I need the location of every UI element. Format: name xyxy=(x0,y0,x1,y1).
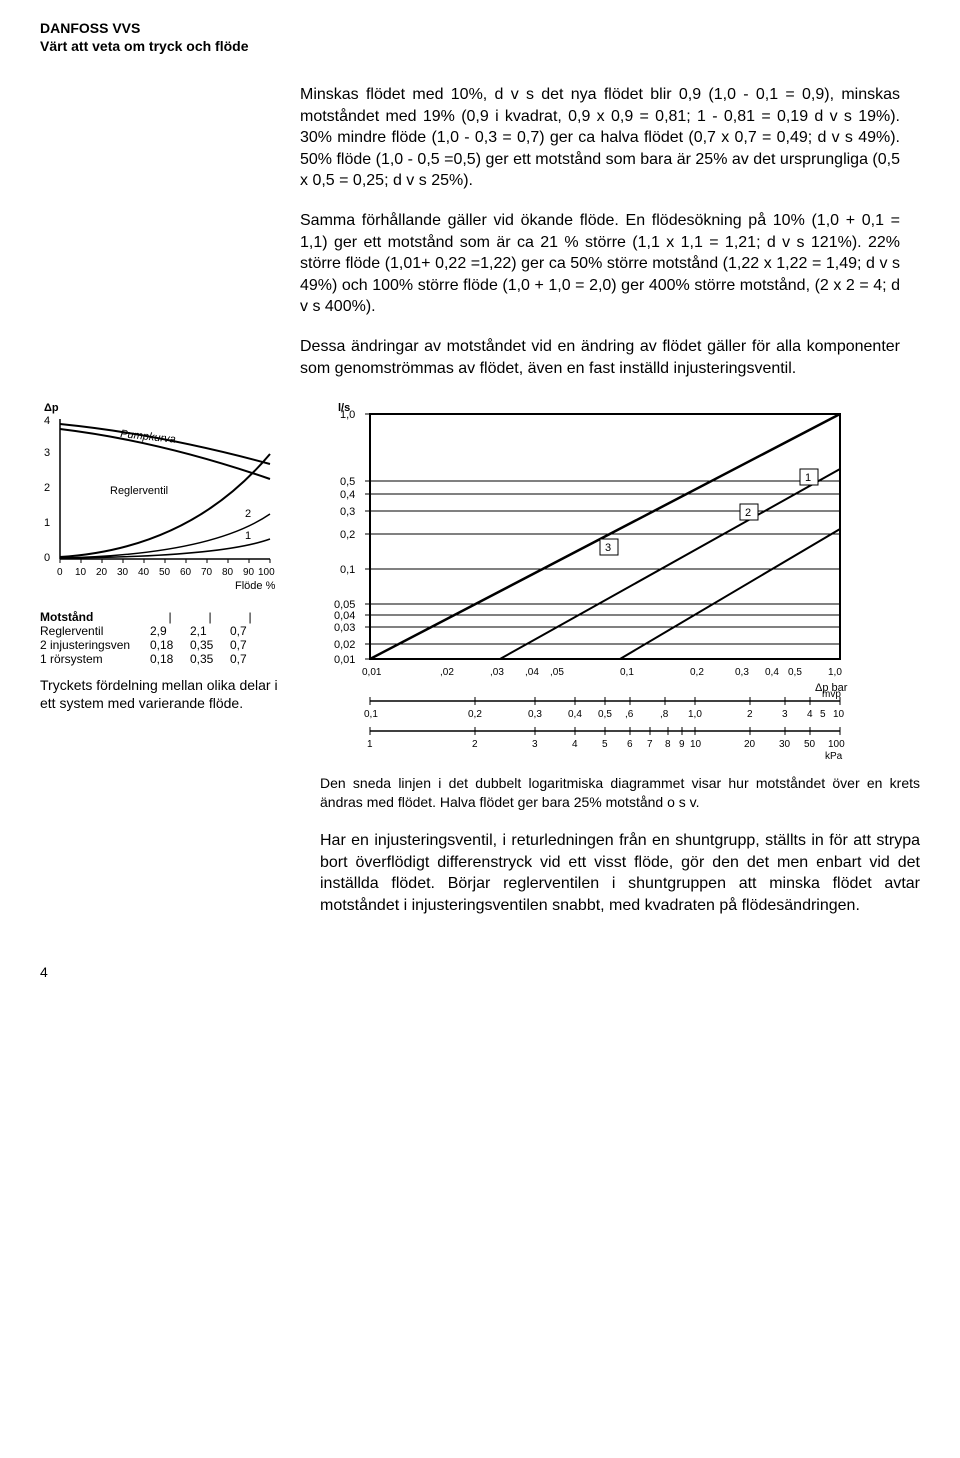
svg-text:80: 80 xyxy=(222,567,234,578)
svg-text:0,4: 0,4 xyxy=(568,709,582,720)
svg-text:70: 70 xyxy=(201,567,213,578)
svg-text:0,5: 0,5 xyxy=(340,476,355,488)
svg-text:0: 0 xyxy=(57,567,63,578)
svg-text:20: 20 xyxy=(744,739,756,750)
svg-text:Reglerventil: Reglerventil xyxy=(110,485,168,497)
svg-text:1,0: 1,0 xyxy=(340,409,355,421)
svg-text:0,5: 0,5 xyxy=(598,709,612,720)
svg-text:1: 1 xyxy=(367,739,373,750)
left-chart-block: Δp 4 3 2 1 0 0 10 20 30 xyxy=(40,399,290,712)
table-row: Reglerventil2,92,10,7 xyxy=(40,624,290,638)
svg-text:10: 10 xyxy=(833,709,845,720)
svg-text:0,02: 0,02 xyxy=(334,639,355,651)
svg-text:3: 3 xyxy=(44,447,50,459)
svg-text:0,3: 0,3 xyxy=(528,709,542,720)
svg-text:0,4: 0,4 xyxy=(340,489,355,501)
svg-text:30: 30 xyxy=(117,567,129,578)
left-chart-svg: Δp 4 3 2 1 0 0 10 20 30 xyxy=(40,399,290,599)
svg-text:4: 4 xyxy=(44,415,50,427)
svg-text:7: 7 xyxy=(647,739,653,750)
svg-text:100: 100 xyxy=(258,567,275,578)
svg-text:8: 8 xyxy=(665,739,671,750)
svg-text:0,01: 0,01 xyxy=(334,654,355,666)
svg-text:,05: ,05 xyxy=(550,667,564,678)
svg-text:3: 3 xyxy=(532,739,538,750)
svg-text:1: 1 xyxy=(44,517,50,529)
left-y-label: Δp xyxy=(44,402,59,414)
diag-line-3 xyxy=(370,414,840,659)
svg-text:2: 2 xyxy=(747,709,753,720)
left-caption: Tryckets fördelning mellan olika delar i… xyxy=(40,676,290,712)
table-row: 2 injusteringsven0,180,350,7 xyxy=(40,638,290,652)
paragraph-4: Den sneda linjen i det dubbelt logaritmi… xyxy=(320,774,920,812)
paragraph-1: Minskas flödet med 10%, d v s det nya fl… xyxy=(300,84,900,192)
svg-text:5: 5 xyxy=(602,739,608,750)
svg-text:0: 0 xyxy=(44,552,50,564)
svg-text:40: 40 xyxy=(138,567,150,578)
svg-text:3: 3 xyxy=(605,542,611,554)
svg-text:0,1: 0,1 xyxy=(364,709,378,720)
svg-text:30: 30 xyxy=(779,739,791,750)
svg-text:0,3: 0,3 xyxy=(340,506,355,518)
svg-text:2: 2 xyxy=(44,482,50,494)
svg-text:90: 90 xyxy=(243,567,255,578)
svg-text:4: 4 xyxy=(572,739,578,750)
svg-text:5: 5 xyxy=(820,709,826,720)
svg-text:0,1: 0,1 xyxy=(620,667,634,678)
doc-header-subtitle: Värt att veta om tryck och flöde xyxy=(40,38,920,54)
svg-text:0,3: 0,3 xyxy=(735,667,749,678)
svg-text:3: 3 xyxy=(782,709,788,720)
right-chart-block: l/s 1 xyxy=(320,399,920,934)
diag-line-1 xyxy=(620,529,840,659)
svg-text:10: 10 xyxy=(75,567,87,578)
page-number: 4 xyxy=(40,964,920,980)
svg-text:1: 1 xyxy=(245,530,251,542)
svg-text:10: 10 xyxy=(690,739,702,750)
svg-text:6: 6 xyxy=(627,739,633,750)
svg-text:0,2: 0,2 xyxy=(690,667,704,678)
svg-text:50: 50 xyxy=(159,567,171,578)
svg-text:1,0: 1,0 xyxy=(828,667,842,678)
svg-text:0,2: 0,2 xyxy=(468,709,482,720)
right-chart-svg: l/s 1 xyxy=(320,399,880,759)
resistance-table: Motstånd | | | Reglerventil2,92,10,7 2 i… xyxy=(40,610,290,666)
svg-text:mvp: mvp xyxy=(822,689,841,700)
paragraph-5: Har en injusteringsventil, i returlednin… xyxy=(320,830,920,916)
svg-text:50: 50 xyxy=(804,739,816,750)
figure-row: Δp 4 3 2 1 0 0 10 20 30 xyxy=(40,399,920,934)
doc-header-title: DANFOSS VVS xyxy=(40,20,920,36)
svg-text:0,04: 0,04 xyxy=(334,610,355,622)
svg-text:2: 2 xyxy=(745,507,751,519)
svg-text:,6: ,6 xyxy=(625,709,634,720)
svg-text:2: 2 xyxy=(245,508,251,520)
svg-text:60: 60 xyxy=(180,567,192,578)
svg-text:,04: ,04 xyxy=(525,667,539,678)
svg-text:1,0: 1,0 xyxy=(688,709,702,720)
svg-text:0,2: 0,2 xyxy=(340,529,355,541)
svg-text:100: 100 xyxy=(828,739,845,750)
svg-text:1: 1 xyxy=(805,472,811,484)
paragraph-2: Samma förhållande gäller vid ökande flöd… xyxy=(300,210,900,318)
svg-text:0,4: 0,4 xyxy=(765,667,779,678)
svg-text:20: 20 xyxy=(96,567,108,578)
svg-text:kPa: kPa xyxy=(825,751,843,759)
svg-text:2: 2 xyxy=(472,739,478,750)
table-row: 1 rörsystem0,180,350,7 xyxy=(40,652,290,666)
svg-text:4: 4 xyxy=(807,709,813,720)
main-text: Minskas flödet med 10%, d v s det nya fl… xyxy=(300,84,900,379)
svg-text:9: 9 xyxy=(679,739,685,750)
svg-text:0,01: 0,01 xyxy=(362,667,382,678)
svg-text:,03: ,03 xyxy=(490,667,504,678)
svg-text:0,1: 0,1 xyxy=(340,564,355,576)
paragraph-3: Dessa ändringar av motståndet vid en änd… xyxy=(300,336,900,379)
svg-text:Flöde %: Flöde % xyxy=(235,580,276,592)
svg-text:,8: ,8 xyxy=(660,709,669,720)
svg-text:,02: ,02 xyxy=(440,667,454,678)
svg-text:0,03: 0,03 xyxy=(334,622,355,634)
svg-text:0,5: 0,5 xyxy=(788,667,802,678)
